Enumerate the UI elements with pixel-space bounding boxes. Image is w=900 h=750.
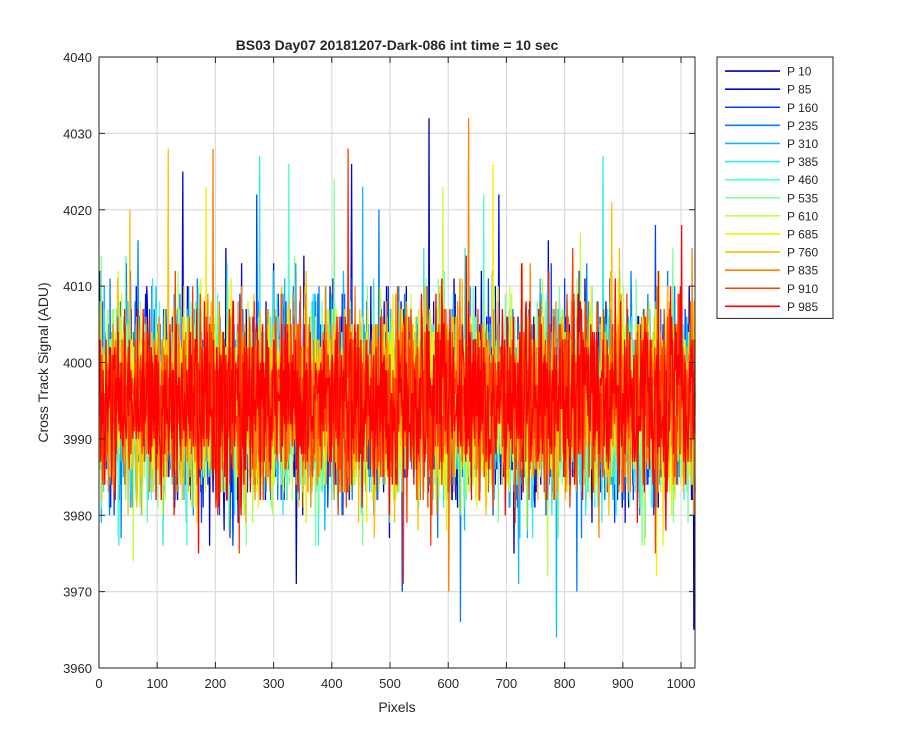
legend-label-p-610: P 610 xyxy=(787,209,818,223)
y-tick-label: 4040 xyxy=(63,50,92,65)
legend-label-p-535: P 535 xyxy=(787,191,818,205)
x-tick-label: 200 xyxy=(205,676,227,691)
ticks: 0 100 200 300 400 500 600 700 800 900 1000 3960 3970… xyxy=(63,50,695,691)
x-tick-label: 1000 xyxy=(667,676,696,691)
x-tick-label: 400 xyxy=(321,676,343,691)
legend-label-p-985: P 985 xyxy=(787,300,818,314)
x-tick-label: 800 xyxy=(554,676,576,691)
legend-label-p-835: P 835 xyxy=(787,264,818,278)
y-tick-label: 3990 xyxy=(63,432,92,447)
x-tick-label: 100 xyxy=(146,676,168,691)
y-tick-label: 3970 xyxy=(63,585,92,600)
y-tick-label: 3960 xyxy=(63,661,92,676)
x-tick-label: 500 xyxy=(379,676,401,691)
x-tick-label: 600 xyxy=(437,676,459,691)
legend-box xyxy=(716,56,834,319)
x-tick-label: 900 xyxy=(612,676,634,691)
y-tick-label: 4000 xyxy=(63,356,92,371)
legend: P 10 P 85 P 160 P 235 P 310 P 385 P 460 P 535 P … xyxy=(716,56,834,319)
legend-label-p-10: P 10 xyxy=(787,65,812,79)
series-layer xyxy=(98,118,696,638)
x-tick-label: 0 xyxy=(95,676,102,691)
legend-label-p-685: P 685 xyxy=(787,227,818,241)
legend-label-p-910: P 910 xyxy=(787,282,818,296)
chart-title: BS03 Day07 20181207-Dark-086 int time = … xyxy=(236,37,559,53)
y-tick-label: 3980 xyxy=(63,508,92,523)
legend-label-p-460: P 460 xyxy=(787,173,818,187)
y-tick-label: 4030 xyxy=(63,126,92,141)
x-tick-label: 300 xyxy=(263,676,285,691)
y-axis-label: Cross Track Signal (ADU) xyxy=(35,282,51,442)
x-tick-label: 700 xyxy=(496,676,518,691)
plot-area: 0 100 200 300 400 500 600 700 800 900 1000 3960 3970… xyxy=(63,50,696,691)
legend-label-p-385: P 385 xyxy=(787,155,818,169)
y-tick-label: 4010 xyxy=(63,279,92,294)
x-axis-label: Pixels xyxy=(378,699,415,715)
y-tick-label: 4020 xyxy=(63,203,92,218)
legend-label-p-760: P 760 xyxy=(787,246,818,260)
legend-label-p-85: P 85 xyxy=(787,83,812,97)
legend-label-p-160: P 160 xyxy=(787,101,818,115)
legend-label-p-235: P 235 xyxy=(787,119,818,133)
legend-label-p-310: P 310 xyxy=(787,137,818,151)
series-line-p-985 xyxy=(98,225,696,554)
